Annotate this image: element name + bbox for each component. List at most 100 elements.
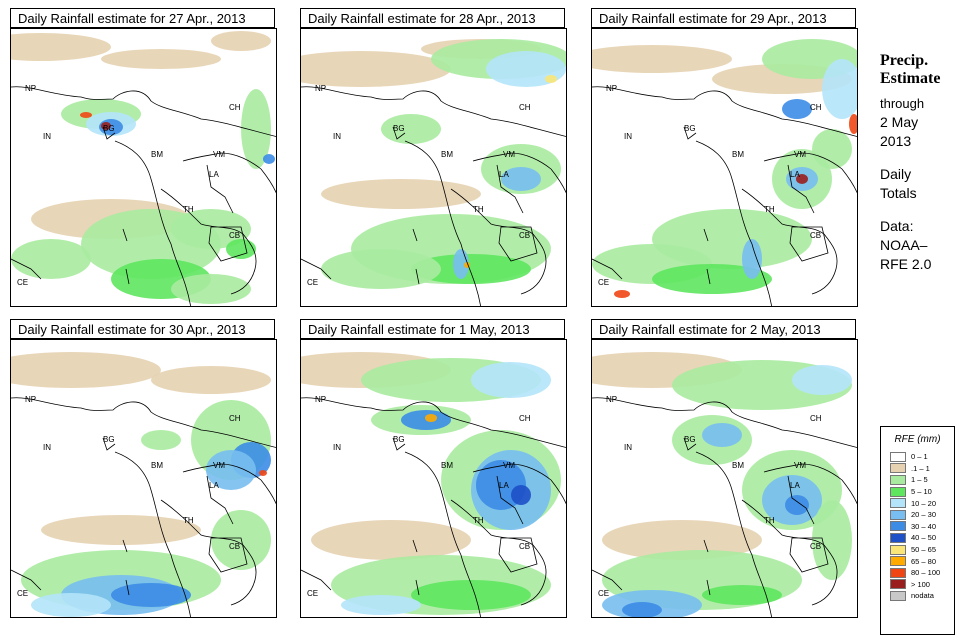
panel-title: Daily Rainfall estimate for 27 Apr., 201… [10, 8, 275, 28]
rainfall-area [321, 179, 481, 209]
country-label: CH [810, 414, 822, 423]
country-label: NP [315, 84, 326, 93]
map-canvas: NP CH IN BG BM VM LA TH CB CE [301, 352, 566, 617]
legend-item: 0 – 1 [881, 451, 954, 463]
legend-label: .1 – 1 [911, 463, 930, 473]
rainfall-map: NP CH IN BG BM VM LA TH CB CE [591, 28, 858, 307]
legend-swatch [890, 579, 906, 590]
rainfall-area [702, 585, 782, 605]
country-label: NP [315, 395, 326, 404]
legend-label: > 100 [911, 579, 930, 589]
legend-item: 50 – 65 [881, 544, 954, 556]
country-borders [592, 86, 857, 306]
legend-label: 80 – 100 [911, 568, 941, 578]
rainfall-area [321, 249, 441, 289]
country-label: CB [229, 542, 240, 551]
country-label: NP [25, 395, 36, 404]
sidebar-totals: Totals [880, 185, 917, 201]
legend-item: 10 – 20 [881, 497, 954, 509]
legend-label: 40 – 50 [911, 533, 937, 543]
country-label: BM [732, 461, 744, 470]
country-label: CH [229, 414, 241, 423]
map-canvas: NP CH IN BG BM VM LA TH CB CE [301, 39, 566, 306]
country-borders [11, 86, 276, 306]
panel-title: Daily Rainfall estimate for 28 Apr., 201… [300, 8, 565, 28]
rainfall-area [259, 470, 267, 476]
rainfall-map-panel: Daily Rainfall estimate for 2 May, 2013 N… [591, 319, 858, 618]
rainfall-map-panel: Daily Rainfall estimate for 28 Apr., 201… [300, 8, 567, 307]
legend-swatch [890, 498, 906, 509]
country-label: LA [499, 170, 509, 179]
country-label: IN [333, 132, 341, 141]
sidebar-through: through [880, 96, 925, 111]
country-label: IN [333, 443, 341, 452]
rainfall-map-panel: Daily Rainfall estimate for 1 May, 2013 N… [300, 319, 567, 618]
country-label: VM [503, 461, 515, 470]
rainfall-area [849, 114, 857, 134]
panel-title: Daily Rainfall estimate for 30 Apr., 201… [10, 319, 275, 339]
country-label: CB [519, 542, 530, 551]
rainfall-area [263, 154, 275, 164]
legend-swatch [890, 486, 906, 497]
rainfall-area [111, 583, 191, 607]
country-label: IN [43, 443, 51, 452]
map-canvas: NP CH IN BG BM VM LA TH CB CE [592, 352, 857, 617]
country-label: VM [794, 150, 806, 159]
rainfall-area [141, 430, 181, 450]
rainfall-area [511, 485, 531, 505]
panel-title: Daily Rainfall estimate for 2 May, 2013 [591, 319, 856, 339]
country-label: LA [790, 481, 800, 490]
rainfall-area [702, 423, 742, 447]
country-label: BG [393, 435, 405, 444]
legend-swatch [890, 556, 906, 567]
rainfall-area [545, 75, 557, 83]
rainfall-map: NP CH IN BG BM VM LA TH CB CE [10, 28, 277, 307]
country-label: LA [209, 170, 219, 179]
panel-title: Daily Rainfall estimate for 29 Apr., 201… [591, 8, 856, 28]
rainfall-area [411, 254, 531, 284]
rainfall-area [785, 495, 809, 515]
rainfall-map: NP CH IN BG BM VM LA TH CB CE [300, 339, 567, 618]
rainfall-area [226, 239, 256, 259]
rainfall-area [792, 365, 852, 395]
country-label: LA [209, 481, 219, 490]
sidebar-year: 2013 [880, 133, 912, 149]
rainfall-area [11, 239, 91, 279]
sidebar-rfe: RFE 2.0 [880, 256, 932, 272]
country-label: CH [229, 103, 241, 112]
rainfall-map: NP CH IN BG BM VM LA TH CB CE [10, 339, 277, 618]
legend-label: 50 – 65 [911, 545, 937, 555]
country-label: NP [25, 84, 36, 93]
country-label: LA [499, 481, 509, 490]
legend-label: 30 – 40 [911, 521, 937, 531]
sidebar-date: 2 May [880, 114, 919, 130]
rainfall-area [622, 602, 662, 617]
country-label: CH [519, 103, 531, 112]
legend: RFE (mm) 0 – 1.1 – 1 1 – 5 5 – 10 10 – 20 20… [880, 426, 955, 635]
country-label: TH [183, 205, 194, 214]
country-label: VM [213, 150, 225, 159]
rainfall-area [411, 580, 531, 610]
legend-label: 0 – 1 [911, 452, 928, 462]
country-label: VM [213, 461, 225, 470]
rainfall-area [812, 129, 852, 169]
country-label: IN [43, 132, 51, 141]
rainfall-area [381, 114, 441, 144]
legend-label: 1 – 5 [911, 475, 928, 485]
country-label: BG [684, 435, 696, 444]
rainfall-map: NP CH IN BG BM VM LA TH CB CE [300, 28, 567, 307]
legend-swatch [890, 463, 906, 474]
country-label: VM [503, 150, 515, 159]
map-canvas: NP CH IN BG BM VM LA TH CB CE [592, 39, 857, 306]
rainfall-area [11, 33, 111, 61]
rainfall-area [301, 51, 451, 87]
country-label: BG [103, 435, 115, 444]
country-label: VM [794, 461, 806, 470]
rainfall-area [11, 352, 161, 388]
legend-item: 30 – 40 [881, 521, 954, 533]
legend-item: 65 – 80 [881, 555, 954, 567]
rainfall-map-panel: Daily Rainfall estimate for 30 Apr., 201… [10, 319, 277, 618]
legend-label: nodata [911, 591, 934, 601]
country-label: CH [519, 414, 531, 423]
map-canvas: NP CH IN BG BM VM LA TH CB CE [11, 31, 276, 306]
